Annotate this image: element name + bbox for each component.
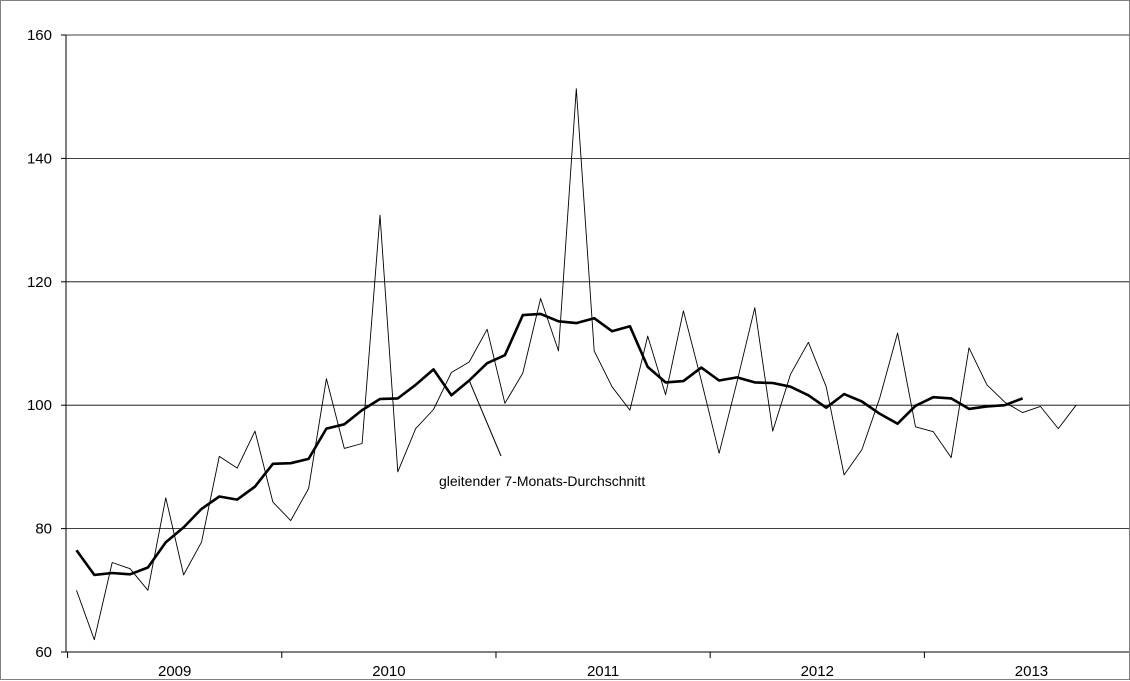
axes (61, 34, 1129, 658)
y-tick-label: 60 (35, 644, 52, 661)
y-tick-label: 100 (27, 397, 52, 414)
gridlines (66, 34, 1129, 529)
series-layer (75, 88, 1077, 641)
y-tick-label: 80 (35, 521, 52, 538)
x-tick-label: 2009 (158, 663, 191, 680)
x-tick-label: 2011 (587, 663, 619, 680)
y-tick-label: 160 (27, 27, 52, 44)
x-tick-label: 2013 (1015, 663, 1048, 680)
tick-labels: 60 80 100 120 140 160 2009 2010 2011 2012 2013 (27, 27, 1048, 680)
x-tick-label: 2012 (801, 663, 834, 680)
annotation-pointer-line (468, 380, 502, 457)
series-line-monthly (76, 88, 1077, 641)
annotation-label: gleitender 7-Monats-Durchschnitt (439, 473, 645, 489)
annotation-layer: gleitender 7-Monats-Durchschnitt (439, 380, 645, 489)
series-line-moving-average (75, 312, 1024, 577)
y-tick-label: 140 (27, 150, 52, 167)
x-tick-label: 2010 (372, 663, 405, 680)
y-tick-label: 120 (27, 274, 52, 291)
